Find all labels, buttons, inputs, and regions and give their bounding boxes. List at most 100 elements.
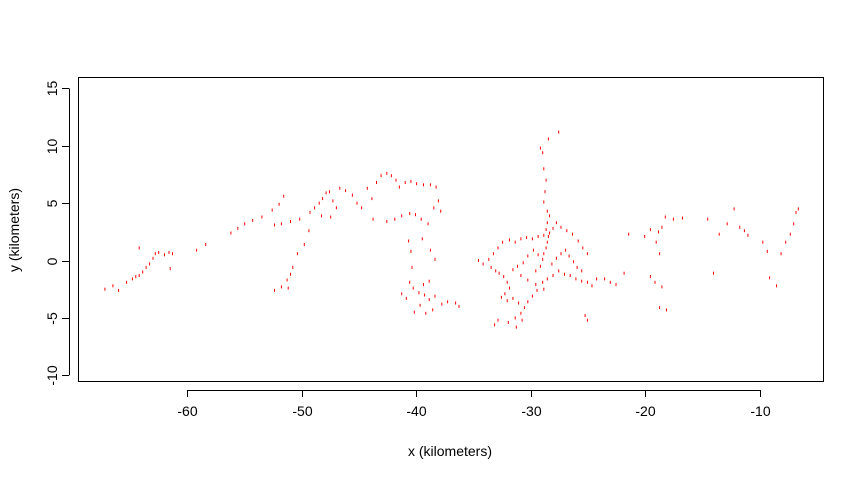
x-tick-label: -50 (292, 403, 312, 419)
data-point (517, 264, 518, 268)
data-point (604, 277, 606, 281)
data-point (296, 252, 298, 256)
data-point (552, 274, 554, 277)
data-point (543, 233, 545, 237)
data-point (543, 167, 545, 171)
data-point (766, 249, 768, 253)
data-point (503, 275, 505, 279)
data-point (581, 279, 583, 283)
data-point (776, 284, 777, 288)
data-point (126, 280, 128, 284)
data-point (429, 183, 431, 187)
y-tick-label: 15 (44, 81, 60, 97)
data-point (118, 288, 120, 292)
data-point (518, 301, 520, 305)
data-point (504, 292, 506, 296)
data-point (421, 237, 423, 241)
data-point (494, 323, 496, 327)
data-point (545, 178, 547, 182)
data-point (520, 274, 522, 277)
data-point (522, 261, 524, 265)
data-point (318, 201, 320, 205)
data-point (172, 252, 173, 256)
data-point (420, 217, 422, 221)
data-point (509, 286, 510, 290)
data-point (539, 264, 541, 268)
data-point (537, 253, 539, 257)
data-point (762, 240, 764, 244)
data-point (332, 199, 334, 203)
data-point (252, 218, 254, 222)
data-point (164, 253, 165, 257)
data-point (410, 179, 412, 183)
data-point (623, 271, 625, 275)
data-point (371, 197, 373, 201)
data-point (261, 215, 263, 219)
data-point (549, 214, 551, 218)
data-point (427, 222, 429, 226)
data-point (274, 288, 275, 292)
data-point (596, 277, 598, 281)
data-point (512, 268, 514, 272)
data-point (546, 221, 548, 225)
data-point (104, 287, 106, 291)
data-point (325, 191, 327, 195)
data-point (405, 296, 407, 300)
data-point (543, 252, 545, 256)
data-point (138, 246, 140, 250)
data-point (527, 278, 529, 282)
data-point (542, 257, 544, 261)
data-point (205, 243, 207, 246)
data-point (372, 217, 374, 221)
data-point (237, 226, 239, 230)
data-point (168, 251, 170, 254)
data-point (478, 259, 479, 262)
data-point (345, 189, 347, 193)
data-point (512, 296, 514, 300)
data-point (271, 208, 273, 212)
plot-frame (78, 77, 824, 382)
data-point (498, 271, 500, 275)
data-point (520, 237, 522, 241)
data-point (408, 239, 410, 243)
data-point (386, 220, 388, 223)
data-point (523, 306, 525, 310)
data-point (545, 228, 547, 232)
data-point (507, 321, 509, 324)
data-point (789, 232, 791, 236)
data-point (560, 225, 562, 229)
x-axis: -60 -50 -40 -30 -20 -10 (177, 390, 771, 419)
data-point (707, 217, 709, 221)
data-point (615, 283, 617, 287)
x-tick-label: -60 (177, 403, 197, 419)
data-point (314, 206, 316, 210)
data-point (380, 174, 382, 178)
data-point (661, 285, 663, 289)
data-point (726, 222, 728, 226)
data-point (566, 229, 568, 233)
data-point (435, 185, 437, 189)
data-point (558, 130, 560, 134)
data-point (666, 308, 667, 312)
data-point (552, 226, 554, 230)
data-point (514, 240, 516, 244)
x-tick-label: -30 (521, 403, 541, 419)
data-point (515, 325, 517, 329)
data-point (527, 300, 529, 304)
data-point (394, 217, 396, 221)
data-point (447, 300, 449, 304)
data-point (283, 194, 285, 198)
data-point (361, 206, 363, 210)
data-point (287, 286, 289, 290)
data-point (401, 214, 403, 218)
data-point (413, 310, 415, 314)
data-point (568, 254, 570, 258)
data-point (535, 269, 537, 273)
data-point (440, 209, 442, 213)
data-point (428, 279, 430, 283)
data-point (274, 223, 275, 227)
data-point (506, 299, 508, 303)
data-point (299, 217, 301, 221)
data-point (395, 178, 397, 182)
data-point (321, 214, 322, 218)
